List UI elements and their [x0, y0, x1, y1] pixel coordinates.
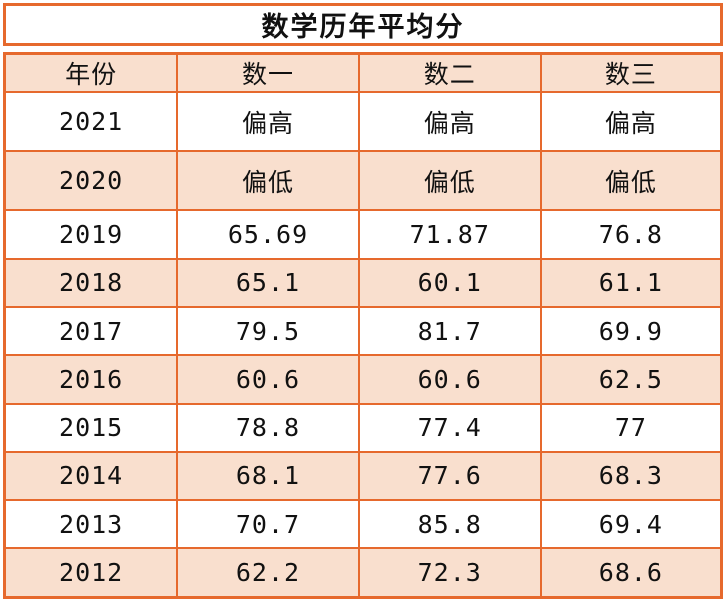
col-header-math2: 数二: [357, 52, 542, 93]
score-cell: 60.6: [176, 354, 360, 405]
score-cell: 62.2: [176, 547, 360, 599]
score-cell: 偏高: [539, 90, 723, 153]
table-title: 数学历年平均分: [3, 3, 723, 46]
score-cell: 偏低: [539, 150, 723, 212]
score-cell: 65.69: [176, 209, 360, 260]
score-cell: 68.3: [539, 450, 723, 502]
year-cell: 2020: [3, 150, 179, 212]
year-cell: 2018: [3, 257, 179, 308]
score-cell: 60.6: [357, 354, 542, 405]
score-cell: 61.1: [539, 257, 723, 308]
table-row-2015: 2015 78.8 77.4 77: [3, 402, 723, 453]
score-cell: 69.9: [539, 305, 723, 357]
score-cell: 77.4: [357, 402, 542, 453]
score-cell: 77: [539, 402, 723, 453]
table-row-2017: 2017 79.5 81.7 69.9: [3, 305, 723, 357]
year-cell: 2014: [3, 450, 179, 502]
table-row-2014: 2014 68.1 77.6 68.3: [3, 450, 723, 502]
table-row-2021: 2021 偏高 偏高 偏高: [3, 90, 723, 153]
col-header-math1: 数一: [176, 52, 360, 93]
table-row-2012: 2012 62.2 72.3 68.6: [3, 547, 723, 599]
table-row-2020: 2020 偏低 偏低 偏低: [3, 150, 723, 212]
year-cell: 2012: [3, 547, 179, 599]
year-cell: 2015: [3, 402, 179, 453]
score-cell: 68.6: [539, 547, 723, 599]
score-cell: 偏高: [357, 90, 542, 153]
score-cell: 77.6: [357, 450, 542, 502]
table-row-2013: 2013 70.7 85.8 69.4: [3, 499, 723, 550]
score-cell: 76.8: [539, 209, 723, 260]
score-cell: 65.1: [176, 257, 360, 308]
year-cell: 2021: [3, 90, 179, 153]
table-row-2018: 2018 65.1 60.1 61.1: [3, 257, 723, 308]
score-cell: 85.8: [357, 499, 542, 550]
year-cell: 2016: [3, 354, 179, 405]
score-cell: 69.4: [539, 499, 723, 550]
year-cell: 2017: [3, 305, 179, 357]
score-cell: 60.1: [357, 257, 542, 308]
year-cell: 2013: [3, 499, 179, 550]
score-cell: 偏高: [176, 90, 360, 153]
col-header-year: 年份: [3, 52, 179, 93]
score-cell: 62.5: [539, 354, 723, 405]
score-cell: 68.1: [176, 450, 360, 502]
score-cell: 72.3: [357, 547, 542, 599]
score-cell: 71.87: [357, 209, 542, 260]
col-header-math3: 数三: [539, 52, 723, 93]
table-row-2019: 2019 65.69 71.87 76.8: [3, 209, 723, 260]
score-cell: 81.7: [357, 305, 542, 357]
table-row-2016: 2016 60.6 60.6 62.5: [3, 354, 723, 405]
score-cell: 79.5: [176, 305, 360, 357]
score-table: 年份 数一 数二 数三 2021 偏高 偏高 偏高 2020 偏低 偏低 偏低 …: [3, 52, 723, 599]
score-cell: 70.7: [176, 499, 360, 550]
score-cell: 偏低: [357, 150, 542, 212]
header-row: 年份 数一 数二 数三: [3, 52, 723, 93]
score-cell: 78.8: [176, 402, 360, 453]
score-cell: 偏低: [176, 150, 360, 212]
year-cell: 2019: [3, 209, 179, 260]
